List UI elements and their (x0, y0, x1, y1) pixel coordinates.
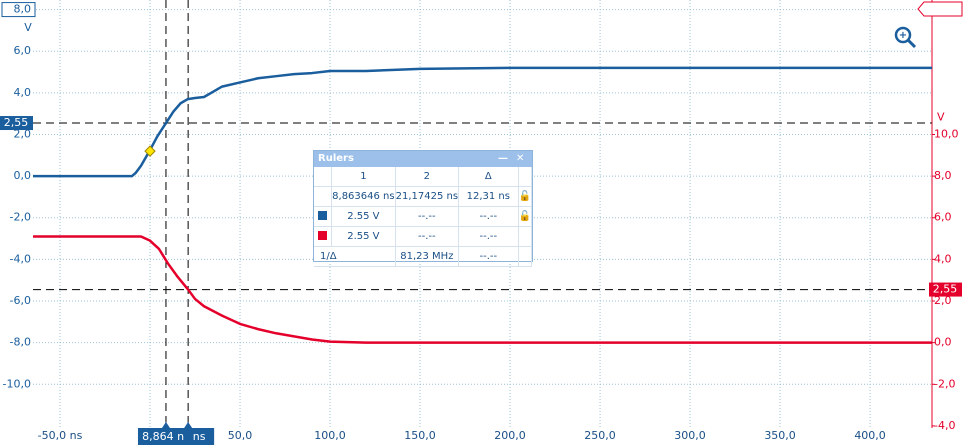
y-tick-label: 4,0 (14, 86, 32, 99)
ruler-x-box (137, 428, 194, 445)
ruler-x-pointer (184, 422, 193, 428)
y2-tick-label: 8,0 (934, 169, 952, 182)
cell: 2.55 V (331, 206, 396, 227)
ruler-label: 2,55 (4, 116, 29, 129)
y-tick-label: -8,0 (10, 336, 31, 349)
channel-b-marker (917, 1, 963, 17)
ruler-label-box (0, 116, 33, 131)
y-tick-label: 8,0 (14, 3, 32, 16)
y-tick-label: -10,0 (3, 377, 31, 390)
y2-tick-label: 4,0 (934, 252, 952, 265)
cell: --.-- (458, 226, 519, 247)
cell: 2.55 V (331, 226, 396, 247)
trace (33, 235, 932, 344)
channel-swatch (318, 230, 328, 240)
zoom-icon[interactable]: + (894, 26, 917, 49)
cell: 81,23 MHz (395, 246, 460, 267)
y-tick-label: -6,0 (10, 294, 31, 307)
x-tick-label: 300,0 (674, 429, 706, 442)
cell: 12,31 ns (458, 186, 519, 207)
x-tick-label: 400,0 (854, 429, 886, 442)
cell: --.-- (395, 226, 460, 247)
x-tick-label: 250,0 (584, 429, 616, 442)
column-header: Δ (458, 167, 519, 187)
y2-tick-label: 6,0 (934, 211, 952, 224)
y-tick-label: 2,0 (14, 127, 32, 140)
channel-swatch (318, 210, 328, 220)
x-tick-label: 100,0 (314, 429, 346, 442)
cell: --.-- (395, 206, 460, 227)
y2-tick-label: -2,0 (934, 377, 955, 390)
ruler-label-box (929, 282, 962, 297)
column-header: 1 (331, 167, 396, 187)
y2-unit: V (937, 110, 945, 123)
y-tick-label: -4,0 (10, 252, 31, 265)
panel-header: Rulers — ✕ (314, 151, 532, 167)
y-tick-label: 0,0 (14, 169, 32, 182)
cell: 8,863646 ns (331, 186, 396, 207)
y-tick-box (1, 2, 36, 18)
ruler-x-label: ns (193, 430, 206, 443)
x-tick-label: 50,0 (228, 429, 253, 442)
y2-tick-label: 0,0 (934, 336, 952, 349)
y2-tick-label: 2,0 (934, 294, 952, 307)
ruler-label: 2,55 (933, 283, 958, 296)
minimize-button[interactable]: — (498, 153, 508, 164)
y-tick-label: -2,0 (10, 211, 31, 224)
cell: 21,17425 ns (395, 186, 460, 207)
x-tick-label: -50,0 ns (38, 429, 83, 442)
y2-tick-label: -4,0 (934, 419, 955, 432)
ruler-x-box (184, 428, 215, 445)
x-tick-label: 350,0 (764, 429, 796, 442)
lock-icon[interactable]: 🔓 (518, 186, 533, 207)
close-button[interactable]: ✕ (516, 153, 525, 164)
x-tick-label: 200,0 (494, 429, 526, 442)
column-header: 2 (395, 167, 460, 187)
y-unit: V (24, 21, 32, 34)
cell: --.-- (458, 206, 519, 227)
cell: 1/Δ (314, 246, 396, 267)
ruler-x-pointer (161, 422, 170, 428)
x-tick-label: 150,0 (404, 429, 436, 442)
lock-icon[interactable]: 🔓 (518, 206, 533, 227)
panel-title: Rulers (318, 153, 354, 164)
ruler-x-label: 8,864 ns (142, 430, 190, 443)
trigger-marker (144, 145, 156, 157)
y2-tick-label: 10,0 (934, 127, 959, 140)
svg-text:+: + (899, 30, 907, 41)
y-tick-label: 6,0 (14, 44, 32, 57)
cell: --.-- (458, 246, 519, 267)
